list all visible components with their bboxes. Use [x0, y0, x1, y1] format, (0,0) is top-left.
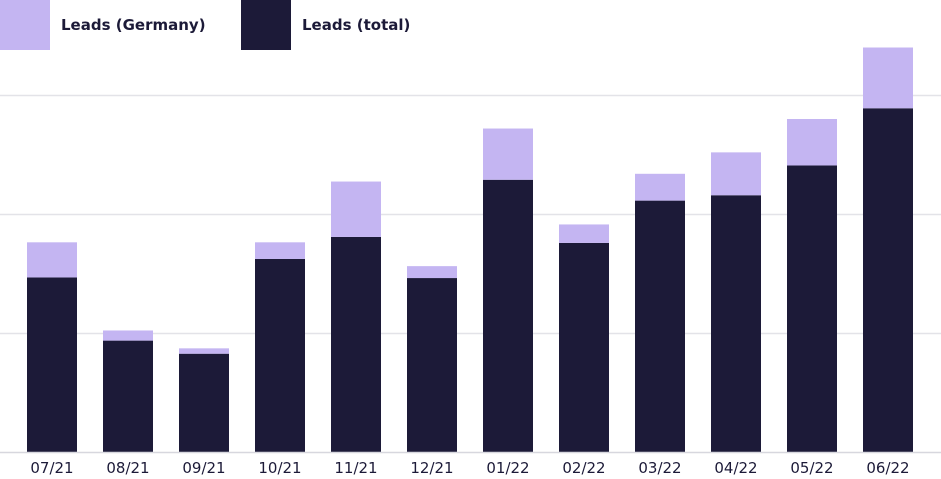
- legend-label-leads-total: Leads (total): [302, 16, 410, 34]
- bar-leads-germany-07-21: [27, 242, 77, 278]
- x-tick-label-02-22: 02/22: [562, 459, 605, 477]
- x-tick-label-09-21: 09/21: [182, 459, 225, 477]
- bar-leads-total-04-22: [711, 195, 761, 453]
- bar-leads-germany-12-21: [407, 266, 457, 279]
- grid-lines: [0, 94, 941, 335]
- bar-leads-total-10-21: [255, 258, 305, 452]
- bar-leads-total-03-22: [635, 200, 685, 452]
- legend-swatch-leads-total: [241, 0, 291, 50]
- legend-swatch-leads-germany: [0, 0, 50, 50]
- x-tick-label-03-22: 03/22: [638, 459, 681, 477]
- bar-leads-germany-04-22: [711, 152, 761, 196]
- bar-leads-germany-01-22: [483, 128, 533, 180]
- bars-group: [27, 47, 913, 453]
- x-tick-label-11-21: 11/21: [334, 459, 377, 477]
- bar-leads-germany-11-21: [331, 181, 381, 237]
- bar-leads-total-11-21: [331, 236, 381, 452]
- bar-leads-germany-05-22: [787, 118, 837, 166]
- x-tick-labels: 07/21 08/21 09/21 10/21 11/21 12/21 01/22 02/22…: [30, 459, 909, 477]
- bar-leads-germany-09-21: [179, 348, 229, 354]
- x-tick-label-07-21: 07/21: [30, 459, 73, 477]
- x-tick-label-04-22: 04/22: [714, 459, 757, 477]
- bar-leads-total-06-22: [863, 108, 913, 452]
- legend: Leads (Germany) Leads (total): [0, 0, 410, 50]
- bar-leads-total-01-22: [483, 179, 533, 452]
- x-tick-label-12-21: 12/21: [410, 459, 453, 477]
- bar-leads-total-05-22: [787, 165, 837, 452]
- bar-leads-germany-02-22: [559, 224, 609, 243]
- bar-leads-total-12-21: [407, 278, 457, 452]
- bar-leads-total-07-21: [27, 277, 77, 452]
- x-tick-label-08-21: 08/21: [106, 459, 149, 477]
- bar-leads-total-02-22: [559, 242, 609, 452]
- bar-leads-germany-10-21: [255, 242, 305, 259]
- x-tick-label-05-22: 05/22: [790, 459, 833, 477]
- bar-leads-germany-08-21: [103, 330, 153, 341]
- legend-label-leads-germany: Leads (Germany): [61, 16, 206, 34]
- x-tick-label-01-22: 01/22: [486, 459, 529, 477]
- x-tick-label-10-21: 10/21: [258, 459, 301, 477]
- bar-leads-germany-03-22: [635, 173, 685, 201]
- bar-leads-total-09-21: [179, 353, 229, 452]
- bar-leads-germany-06-22: [863, 47, 913, 109]
- x-tick-label-06-22: 06/22: [866, 459, 909, 477]
- bar-leads-total-08-21: [103, 340, 153, 452]
